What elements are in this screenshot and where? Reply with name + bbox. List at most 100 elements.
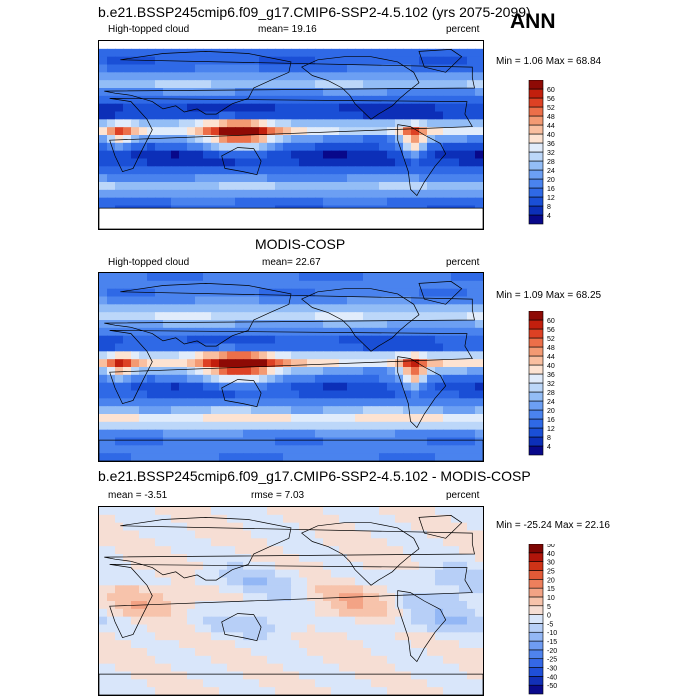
panel2-map-cell [155, 320, 164, 329]
panel1-map-cell [315, 135, 324, 144]
panel2-map-cell [427, 320, 436, 329]
panel3-map-cell [147, 530, 156, 539]
panel2-map-cell [347, 296, 356, 305]
panel1-map-cell [283, 127, 292, 136]
panel3-map-cell [179, 561, 188, 571]
panel2-map-cell [163, 312, 172, 321]
panel2-map-cell [427, 406, 436, 415]
panel2-map-cell [99, 437, 108, 446]
panel3-map-cell [251, 577, 260, 586]
panel1-map-cell [195, 189, 204, 199]
panel1-map-cell [299, 127, 308, 136]
panel1-map-cell [339, 135, 348, 144]
panel3-map-cell [155, 561, 164, 571]
panel1-map-cell [331, 174, 340, 183]
panel3-map-cell [419, 554, 428, 563]
panel1-map-cell [331, 72, 340, 81]
panel1-map-cell [195, 48, 204, 58]
panel1-map-cell [291, 166, 300, 175]
panel1-map-cell [323, 119, 332, 128]
panel3-map-cell [187, 569, 196, 579]
panel1-map-cell [339, 64, 348, 73]
panel1-map-cell [171, 189, 180, 199]
panel3-map-cell [243, 530, 252, 539]
panel3-map-cell [291, 616, 300, 626]
panel3-map-cell [323, 624, 332, 633]
panel1-map-cell [379, 64, 388, 73]
panel2-map-cell [443, 390, 452, 399]
panel2-map-cell [347, 327, 356, 337]
panel1-map-cell [147, 142, 156, 152]
panel2-map-cell [195, 414, 204, 423]
panel3-map-cell [203, 640, 212, 649]
panel3-map-cell [475, 663, 483, 673]
panel2-map-cell [435, 359, 444, 368]
panel1-map-cell [339, 119, 348, 128]
panel3-map-cell [387, 640, 396, 649]
panel2-map-cell [219, 273, 228, 282]
panel2-map-cell [307, 288, 316, 298]
panel1-map-cell [387, 135, 396, 144]
panel2-map-cell [299, 288, 308, 298]
panel3-map-cell [123, 640, 132, 649]
panel1-right-label: percent [446, 24, 480, 35]
panel2-map-cell [411, 445, 420, 454]
panel1-map-cell [139, 56, 148, 66]
panel2-map-cell [307, 335, 316, 345]
panel3-map-cell [403, 577, 412, 586]
panel2-map-cell [219, 288, 228, 298]
panel3-map-cell [291, 538, 300, 547]
panel3-map-cell [139, 538, 148, 547]
panel2-map-cell [131, 335, 140, 345]
panel3-map-cell [419, 616, 428, 626]
panel1-map-cell [395, 119, 404, 128]
panel3-map-cell [371, 530, 380, 539]
panel2-map-cell [171, 421, 180, 431]
panel3-map-cell [99, 655, 108, 665]
panel2-map-cell [147, 453, 156, 461]
panel2-map-cell [387, 367, 396, 376]
panel2-right-label: percent [446, 257, 480, 268]
panel2-map-cell [147, 406, 156, 415]
panel2-map-cell [99, 406, 108, 415]
panel3-map-cell [187, 554, 196, 563]
panel3-map-cell [107, 585, 116, 594]
panel1-map-cell [323, 72, 332, 81]
panel2-map-cell [203, 351, 212, 360]
panel3-map-cell [243, 561, 252, 571]
panel2-map-cell [395, 429, 404, 439]
panel1-map-cell [139, 197, 148, 207]
panel2-map-cell [123, 359, 132, 368]
panel1-map-cell [427, 166, 436, 175]
panel1-map-field [99, 41, 483, 229]
season-label: ANN [510, 10, 556, 33]
panel3-colorbar-tick-label: -30 [547, 666, 557, 673]
panel3-map-cell [347, 679, 356, 688]
panel2-map-cell [379, 296, 388, 305]
panel2-colorbar-tick-label: 32 [547, 381, 555, 388]
panel3-map-cell [251, 507, 260, 516]
panel3-map-cell [347, 663, 356, 673]
panel2-map-cell [203, 327, 212, 337]
panel3-map-cell [411, 538, 420, 547]
panel1-map-cell [131, 41, 140, 50]
panel1-map-cell [115, 189, 124, 199]
panel3-map-cell [139, 655, 148, 665]
panel1-map-cell [243, 56, 252, 66]
panel1-map-cell [107, 158, 116, 167]
panel3-map-cell [163, 687, 172, 695]
panel3-map-cell [323, 655, 332, 665]
panel2-map-cell [107, 288, 116, 298]
panel1-map-cell [291, 182, 300, 191]
panel1-map-cell [347, 111, 356, 120]
panel3-map-cell [331, 608, 340, 618]
panel3-map-cell [115, 507, 124, 516]
panel2-map-cell [411, 382, 420, 392]
panel2-map-cell [419, 390, 428, 399]
panel3-map-cell [267, 671, 276, 680]
panel1-colorbar-tick-label: 8 [547, 204, 551, 211]
panel1-map-cell [475, 135, 483, 144]
panel3-map-cell [355, 538, 364, 547]
panel3-map-cell [363, 616, 372, 626]
panel1-map-cell [387, 174, 396, 183]
